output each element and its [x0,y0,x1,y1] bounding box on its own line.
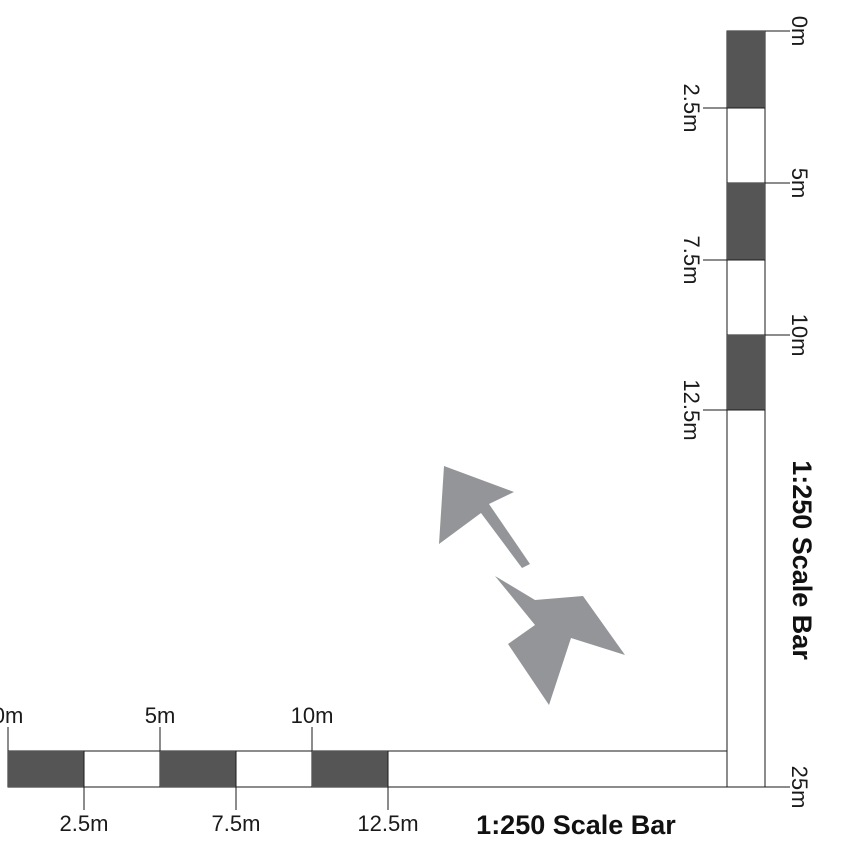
horizontal-segment-5-empty [387,750,765,788]
vertical-label-2-5m: 2.5m [679,84,704,133]
vertical-segment-2-filled [727,183,765,260]
vertical-segment-0-filled [727,31,765,108]
horizontal-segment-3-empty [235,750,313,788]
vertical-segment-3-empty [726,259,766,336]
horizontal-segment-0-filled [8,751,84,787]
vertical-scale-bar: 0m 5m 10m 25m 2.5m 7.5m 12.5m 1:250 Scal… [679,16,817,809]
vertical-label-7-5m: 7.5m [679,236,704,285]
horizontal-segment-2-filled [160,751,236,787]
horizontal-label-10m: 10m [291,703,334,728]
horizontal-scale-bar: 0m 5m 10m 2.5m 7.5m 12.5m 1:250 Scale Ba… [0,703,765,840]
vertical-segment-1-empty [726,107,766,184]
horizontal-label-7-5m: 7.5m [212,811,261,836]
horizontal-label-5m: 5m [145,703,176,728]
star-arrow-icon [495,576,625,705]
vertical-label-0m: 0m [787,16,812,47]
vertical-segment-4-filled [727,335,765,410]
horizontal-label-0m: 0m [0,703,23,728]
horizontal-segment-4-filled [312,751,388,787]
vertical-label-10m: 10m [787,314,812,357]
horizontal-label-2-5m: 2.5m [60,811,109,836]
vertical-label-25m: 25m [787,766,812,809]
horizontal-segment-1-empty [83,750,161,788]
vertical-scale-bar-title: 1:250 Scale Bar [787,460,817,660]
north-arrow-icon [439,466,530,568]
vertical-label-12-5m: 12.5m [679,379,704,440]
vertical-label-5m: 5m [787,168,812,199]
horizontal-scale-bar-title: 1:250 Scale Bar [476,810,676,840]
horizontal-label-12-5m: 12.5m [357,811,418,836]
vertical-segment-5-empty [726,409,766,788]
